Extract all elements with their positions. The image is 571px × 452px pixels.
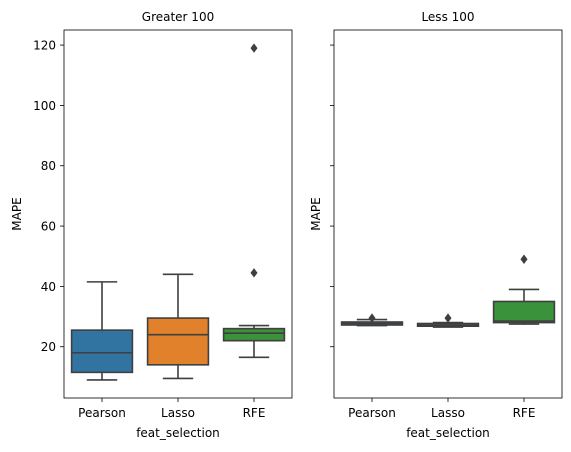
x-tick-label: Pearson bbox=[78, 406, 126, 420]
outlier-point bbox=[250, 268, 258, 278]
x-tick-label: Lasso bbox=[431, 406, 465, 420]
y-tick-label: 60 bbox=[41, 220, 56, 234]
outlier-point bbox=[520, 254, 528, 264]
x-tick-label: Lasso bbox=[161, 406, 195, 420]
x-tick-label: Pearson bbox=[348, 406, 396, 420]
y-tick-label: 80 bbox=[41, 159, 56, 173]
axes-frame bbox=[63, 29, 293, 399]
box-rfe bbox=[492, 300, 556, 324]
y-tick-label: 100 bbox=[33, 99, 56, 113]
y-tick-label: 40 bbox=[41, 280, 56, 294]
y-axis-label: MAPE bbox=[309, 197, 323, 230]
box-lasso bbox=[146, 317, 210, 366]
box-pearson bbox=[70, 329, 134, 374]
x-tick-label: RFE bbox=[513, 406, 536, 420]
y-tick-label: 20 bbox=[41, 340, 56, 354]
x-tick-label: RFE bbox=[243, 406, 266, 420]
panel-title: Greater 100 bbox=[142, 10, 214, 24]
x-axis-label: feat_selection bbox=[406, 426, 490, 440]
outlier-point bbox=[368, 313, 376, 323]
y-axis-label: MAPE bbox=[10, 197, 24, 230]
y-tick-label: 120 bbox=[33, 39, 56, 53]
x-axis-label: feat_selection bbox=[136, 426, 220, 440]
outlier-point bbox=[444, 313, 452, 323]
axes-frame bbox=[333, 29, 563, 399]
panel-title: Less 100 bbox=[421, 10, 474, 24]
box-rfe bbox=[222, 327, 286, 342]
outlier-point bbox=[250, 43, 258, 53]
